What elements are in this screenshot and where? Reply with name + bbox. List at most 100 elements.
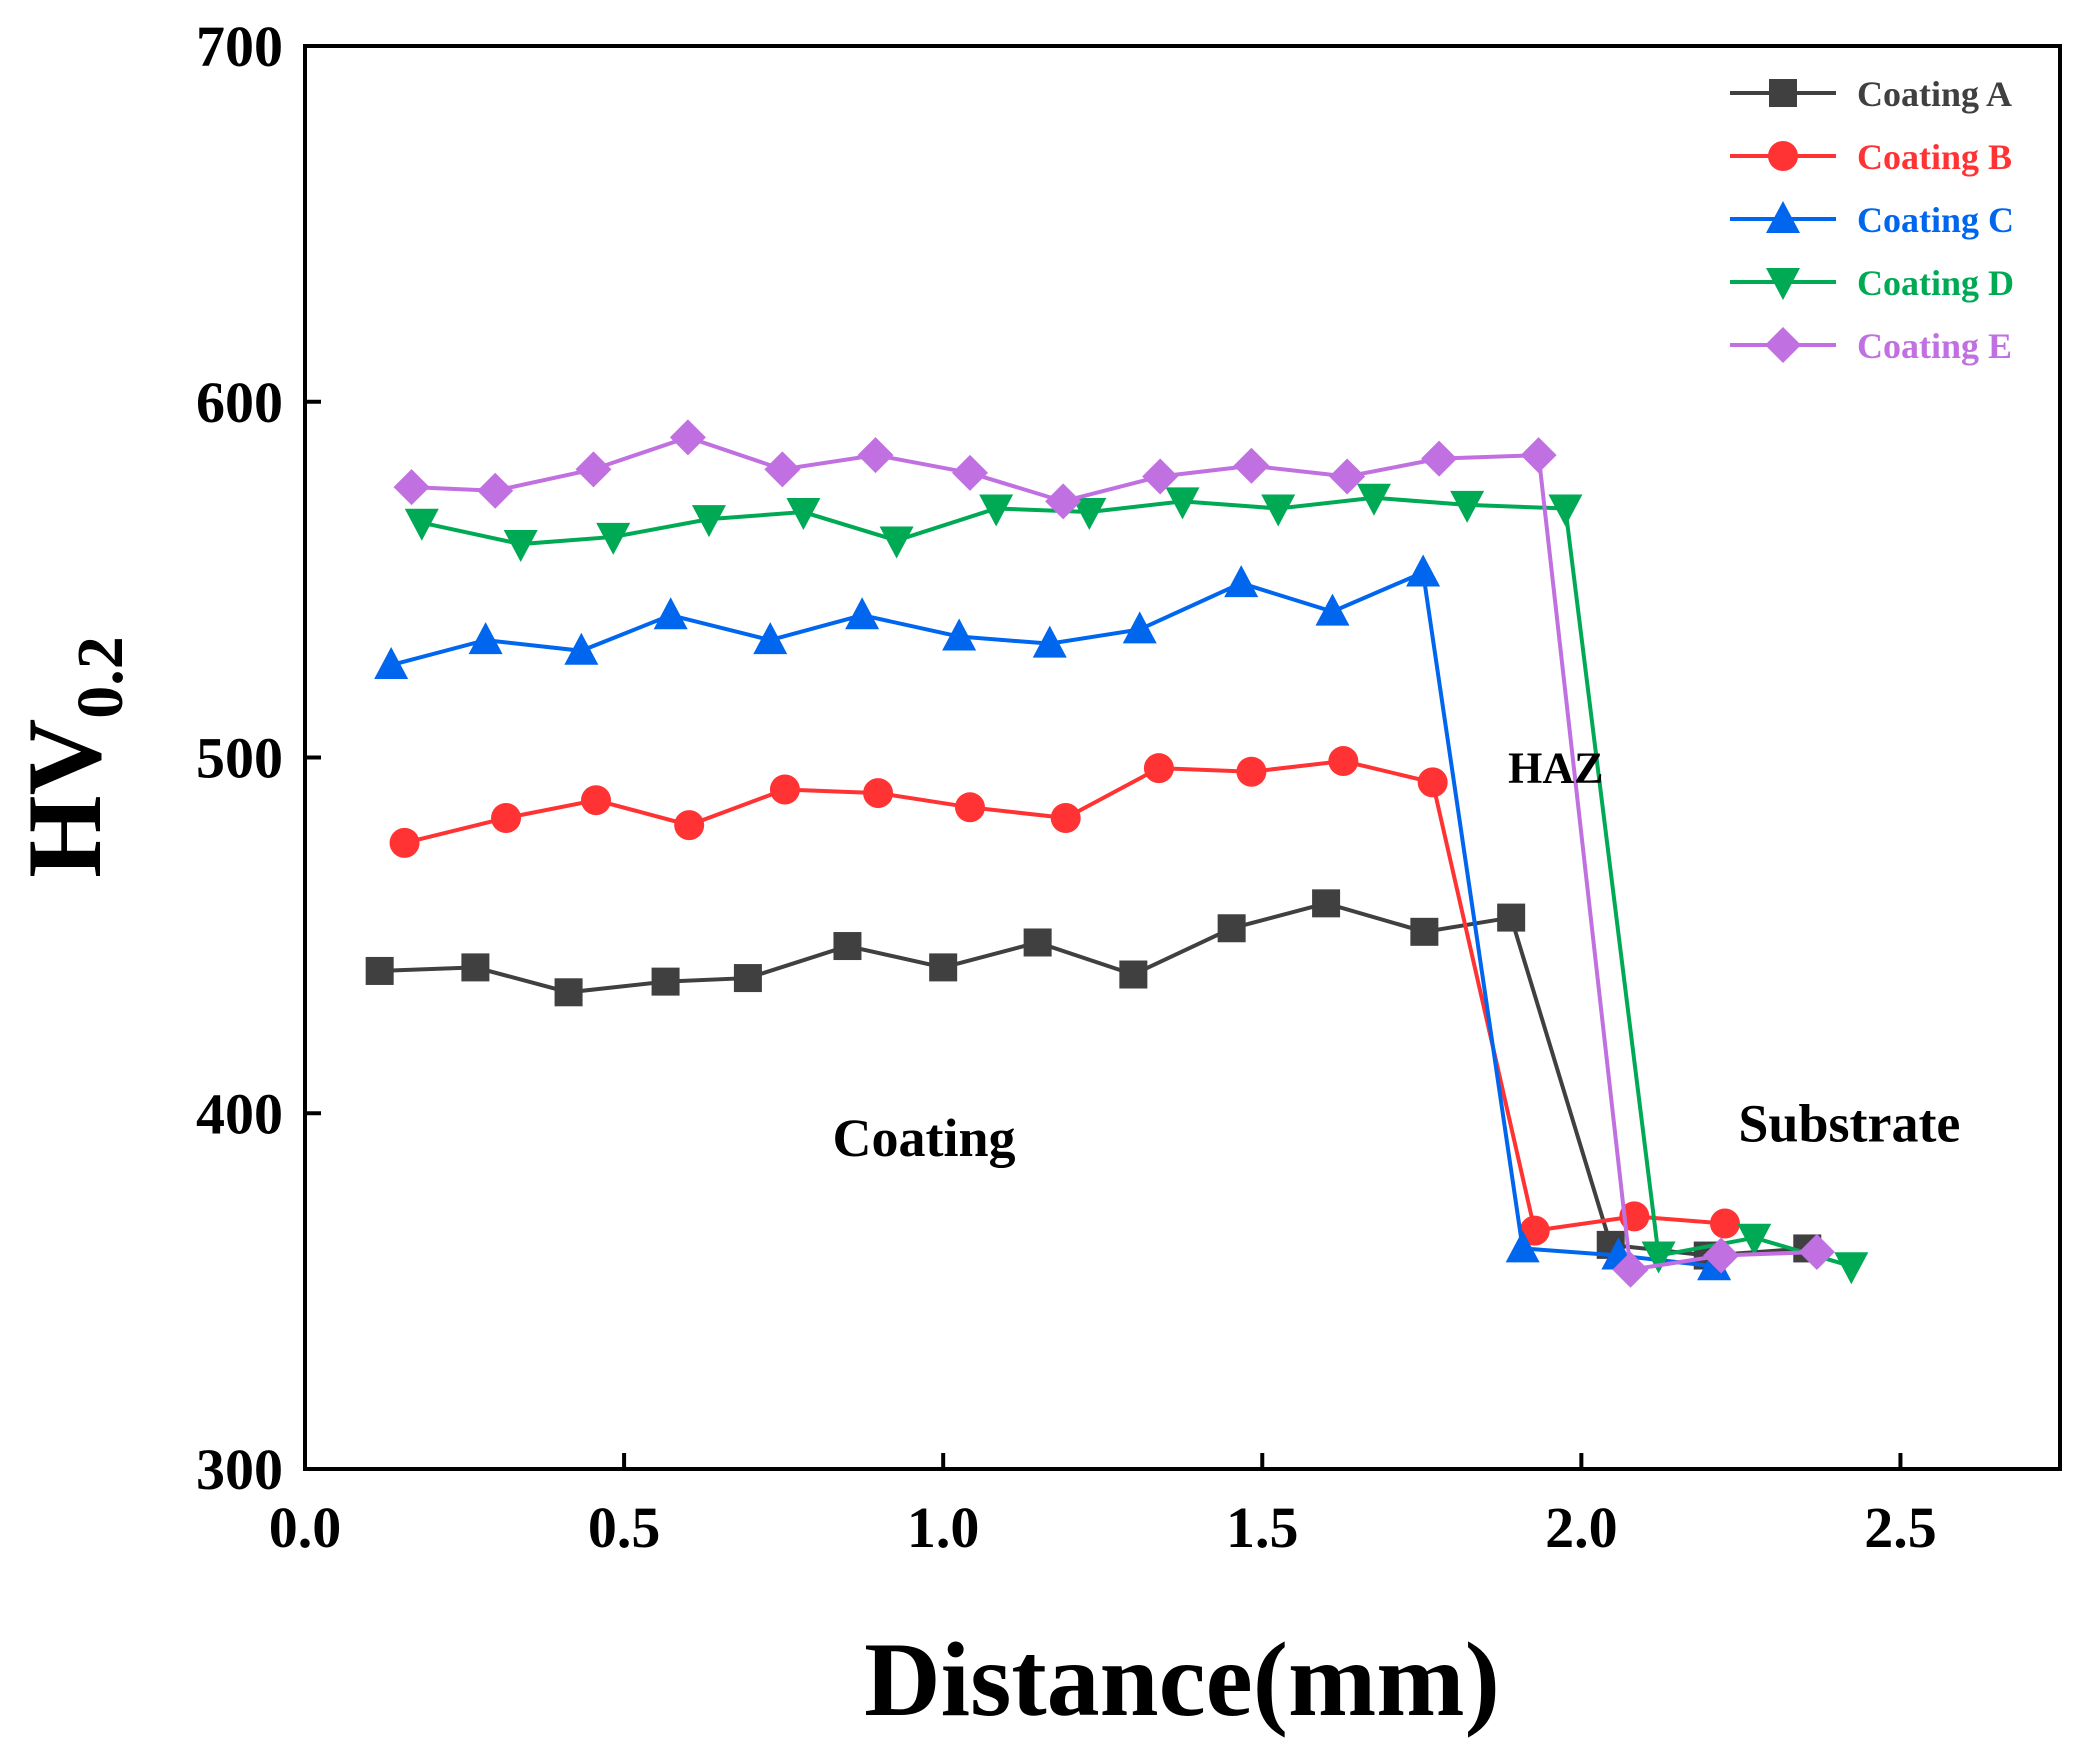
- data-point: [863, 778, 894, 809]
- data-point: [1410, 917, 1439, 946]
- y-axis-label-subscript: 0.2: [64, 636, 137, 719]
- data-point: [857, 437, 894, 474]
- axis-ticks: 0.0 0.5 1.0 1.5 2.0 2.5 300 400 500 600 700: [196, 14, 1937, 1560]
- data-point: [575, 451, 612, 488]
- data-point: [1798, 1233, 1835, 1270]
- data-point: [651, 967, 680, 996]
- data-point: [1165, 487, 1200, 520]
- series-coating-a: [365, 889, 1822, 1270]
- annotation-coating: Coating: [833, 1108, 1016, 1168]
- legend-label: Coating C: [1857, 200, 2014, 240]
- annotation-haz: HAZ: [1508, 743, 1603, 792]
- data-point: [1497, 903, 1526, 932]
- y-tick-label: 400: [196, 1081, 283, 1146]
- data-point: [1520, 437, 1557, 474]
- data-point: [1315, 593, 1350, 626]
- data-point: [468, 622, 503, 655]
- y-axis-label-main: HV: [6, 719, 123, 878]
- data-point: [1217, 914, 1246, 943]
- data-point: [845, 597, 880, 630]
- series-coating-b: [389, 746, 1740, 1246]
- data-point: [879, 526, 914, 559]
- legend-item: Coating C: [1730, 200, 2014, 240]
- data-point: [979, 494, 1014, 527]
- data-point: [1023, 928, 1052, 957]
- legend-label: Coating E: [1857, 326, 2012, 366]
- data-point: [1356, 483, 1391, 516]
- data-point: [365, 956, 394, 985]
- x-tick-label: 1.5: [1226, 1495, 1299, 1560]
- series-coating-d: [404, 483, 1869, 1285]
- data-point: [389, 827, 420, 858]
- x-tick-label: 2.5: [1864, 1495, 1937, 1560]
- data-point: [404, 508, 439, 541]
- series-line: [411, 435, 1817, 1273]
- series-layer: [365, 419, 1869, 1288]
- legend-item: Coating E: [1730, 326, 2012, 366]
- data-point: [674, 810, 705, 841]
- data-point: [833, 932, 862, 961]
- legend-marker-icon: [1766, 268, 1800, 300]
- data-point: [1421, 440, 1458, 477]
- series-line: [379, 901, 1808, 1258]
- data-point: [753, 622, 788, 655]
- legend-item: Coating B: [1730, 137, 2012, 177]
- legend: Coating A Coating B Coating C Coating D Coat…: [1730, 74, 2014, 366]
- data-point: [564, 632, 599, 665]
- data-point: [477, 472, 514, 509]
- data-point: [1050, 802, 1081, 833]
- legend-label: Coating D: [1857, 263, 2014, 303]
- x-tick-label: 2.0: [1545, 1495, 1618, 1560]
- y-axis-label: HV0.2: [6, 636, 137, 878]
- data-point: [491, 802, 522, 833]
- series-line: [421, 495, 1852, 1269]
- data-point: [1834, 1252, 1869, 1285]
- data-point: [503, 530, 538, 563]
- legend-marker-icon: [1765, 327, 1801, 363]
- data-point: [1505, 1230, 1540, 1263]
- data-point: [596, 522, 631, 555]
- data-point: [669, 419, 706, 456]
- data-point: [1329, 458, 1366, 495]
- y-tick-label: 300: [196, 1437, 283, 1502]
- data-point: [1143, 753, 1174, 784]
- data-point: [393, 469, 430, 506]
- data-point: [1261, 494, 1296, 527]
- y-tick-label: 600: [196, 370, 283, 435]
- series-coating-c: [374, 554, 1732, 1281]
- legend-label: Coating A: [1857, 74, 2012, 114]
- data-point: [1519, 1215, 1550, 1246]
- legend-item: Coating D: [1730, 263, 2014, 303]
- data-point: [1737, 1223, 1772, 1256]
- x-axis-label: Distance(mm): [864, 1621, 1500, 1738]
- y-tick-label: 700: [196, 14, 283, 79]
- data-point: [581, 785, 612, 816]
- data-point: [1417, 767, 1448, 798]
- legend-item: Coating A: [1730, 74, 2012, 114]
- data-point: [1032, 625, 1067, 658]
- data-point: [1122, 611, 1157, 644]
- data-point: [1612, 1251, 1649, 1288]
- data-point: [929, 953, 958, 982]
- data-point: [691, 505, 726, 538]
- data-point: [769, 774, 800, 805]
- legend-label: Coating B: [1857, 137, 2012, 177]
- data-point: [374, 647, 409, 680]
- data-point: [1709, 1208, 1740, 1239]
- data-point: [1548, 494, 1583, 527]
- data-point: [1328, 746, 1359, 777]
- data-point: [786, 498, 821, 531]
- data-point: [942, 618, 977, 651]
- data-point: [1224, 565, 1259, 598]
- data-point: [1312, 889, 1341, 918]
- data-point: [1233, 447, 1270, 484]
- data-point: [733, 964, 762, 993]
- data-point: [951, 454, 988, 491]
- data-point: [1450, 490, 1485, 523]
- data-point: [1406, 554, 1441, 587]
- y-tick-label: 500: [196, 726, 283, 791]
- data-point: [764, 451, 801, 488]
- data-point: [1703, 1237, 1740, 1274]
- legend-marker-icon: [1769, 79, 1797, 107]
- x-tick-label: 0.0: [269, 1495, 342, 1560]
